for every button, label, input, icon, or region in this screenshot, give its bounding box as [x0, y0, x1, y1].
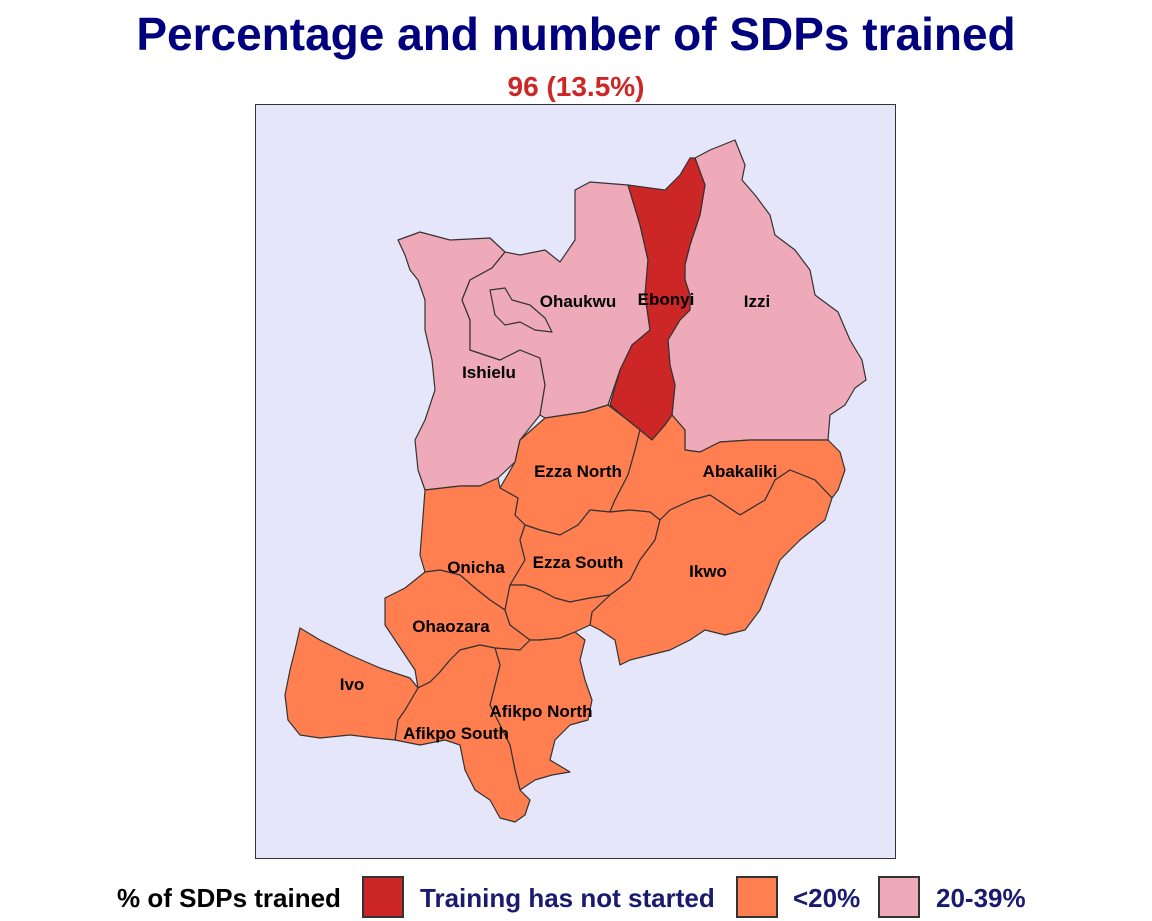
region-ivo[interactable]	[284, 627, 419, 741]
legend-label-20-39: 20-39%	[936, 883, 1026, 913]
region-group-lt20	[284, 404, 846, 823]
label-afikpo-south: Afikpo South	[403, 724, 509, 743]
region-labels: Ohaukwu Ebonyi Izzi Ishielu Ezza North A…	[340, 290, 778, 743]
label-ohaozara: Ohaozara	[412, 617, 490, 636]
label-ohaukwu: Ohaukwu	[540, 292, 617, 311]
map-subtitle: 96 (13.5%)	[507, 71, 645, 102]
legend-swatch-not-started	[362, 876, 404, 918]
label-izzi: Izzi	[744, 292, 770, 311]
label-ikwo: Ikwo	[689, 562, 727, 581]
legend-label-not-started: Training has not started	[420, 883, 715, 913]
map-title: Percentage and number of SDPs trained	[136, 8, 1016, 60]
label-ishielu: Ishielu	[462, 363, 516, 382]
region-group-20-39	[397, 139, 867, 491]
region-ebonyi[interactable]	[609, 157, 706, 441]
label-ebonyi: Ebonyi	[638, 290, 695, 309]
legend-title: % of SDPs trained	[117, 883, 341, 913]
region-afikpo-south[interactable]	[394, 644, 531, 823]
label-abakaliki: Abakaliki	[703, 462, 778, 481]
region-group-not-started	[609, 157, 706, 441]
label-ivo: Ivo	[340, 675, 365, 694]
region-ezza-south-east[interactable]	[504, 584, 611, 641]
legend-swatch-20-39	[878, 876, 920, 918]
label-ezza-north: Ezza North	[534, 462, 622, 481]
region-ishielu-inner[interactable]	[489, 287, 553, 333]
legend-swatch-lt20	[736, 876, 778, 918]
label-onicha: Onicha	[447, 558, 505, 577]
label-afikpo-north: Afikpo North	[490, 702, 593, 721]
legend-label-lt20: <20%	[793, 883, 861, 913]
label-ezza-south: Ezza South	[533, 553, 624, 572]
legend: % of SDPs trained Training has not start…	[0, 874, 1152, 920]
